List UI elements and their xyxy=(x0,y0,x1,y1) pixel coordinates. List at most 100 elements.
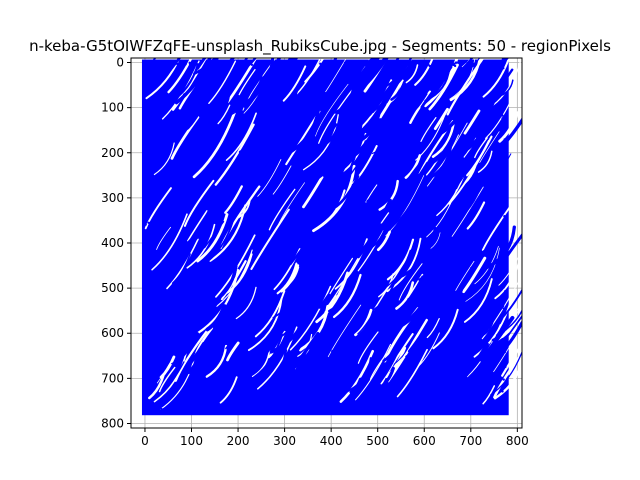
gap-stroke xyxy=(429,232,441,250)
data-point xyxy=(324,61,327,64)
data-stroke xyxy=(229,85,251,115)
gap-stroke xyxy=(455,260,475,291)
data-point xyxy=(433,61,436,64)
data-stroke xyxy=(495,288,522,325)
data-stroke xyxy=(333,86,355,114)
data-point xyxy=(502,200,505,203)
data-stroke xyxy=(393,336,415,365)
data-point xyxy=(376,61,379,64)
gap-stroke xyxy=(272,165,292,195)
data-point xyxy=(236,64,240,67)
data-stroke xyxy=(185,110,201,130)
data-stroke xyxy=(238,108,273,154)
data-point xyxy=(146,211,150,214)
data-point xyxy=(147,307,150,311)
data-stroke xyxy=(262,238,287,271)
gap-stroke xyxy=(220,260,247,301)
data-point xyxy=(177,408,180,412)
data-point xyxy=(337,63,340,66)
data-point xyxy=(212,63,215,66)
data-stroke xyxy=(494,314,522,354)
data-point xyxy=(501,117,504,120)
y-tick-label: 100 xyxy=(101,101,124,115)
data-point xyxy=(146,145,149,148)
data-point xyxy=(147,91,150,94)
gap-stroke xyxy=(405,64,419,84)
gap-stroke xyxy=(463,109,481,135)
data-stroke xyxy=(263,256,281,278)
data-stroke xyxy=(243,58,281,108)
data-stroke xyxy=(477,58,506,92)
data-stroke xyxy=(445,70,462,92)
data-stroke xyxy=(373,297,410,347)
data-stroke xyxy=(405,99,442,148)
data-stroke xyxy=(174,58,212,105)
data-stroke xyxy=(361,348,400,401)
data-point xyxy=(418,410,422,413)
gap-stroke xyxy=(278,182,305,224)
gap-stroke xyxy=(482,58,511,98)
data-point xyxy=(145,241,148,245)
data-point xyxy=(504,195,507,198)
data-point xyxy=(144,173,147,176)
gap-stroke xyxy=(378,179,399,211)
gap-stroke xyxy=(449,58,482,102)
data-stroke xyxy=(159,361,185,395)
gap-stroke xyxy=(493,336,516,373)
gap-stroke xyxy=(432,308,459,350)
data-stroke xyxy=(373,278,397,311)
data-stroke xyxy=(407,336,422,353)
x-axis: 0 100 200 300 400 500 600 700 800 xyxy=(141,428,529,448)
gap-stroke xyxy=(466,135,493,177)
data-point xyxy=(364,62,367,65)
data-stroke xyxy=(394,159,411,180)
data-stroke xyxy=(424,144,453,181)
data-point xyxy=(144,275,147,278)
data-stroke xyxy=(247,348,288,403)
data-point xyxy=(386,63,390,66)
data-stroke xyxy=(406,354,434,392)
gap-stroke xyxy=(479,131,500,163)
gap-stroke xyxy=(461,58,472,68)
data-point xyxy=(503,358,506,362)
data-point xyxy=(498,64,502,67)
gap-stroke xyxy=(428,63,459,111)
data-stroke xyxy=(289,234,313,266)
gap-stroke xyxy=(501,341,522,377)
data-point xyxy=(496,61,499,64)
data-stroke xyxy=(317,148,358,204)
data-point xyxy=(503,216,506,219)
x-tick-label: 100 xyxy=(180,434,203,448)
gap-stroke xyxy=(192,111,236,179)
data-point xyxy=(167,410,171,414)
data-point xyxy=(217,408,221,412)
data-stroke xyxy=(400,275,440,327)
gap-stroke xyxy=(286,266,300,287)
data-point xyxy=(504,403,507,406)
x-tick-label: 0 xyxy=(141,434,149,448)
data-point xyxy=(147,102,150,105)
data-point xyxy=(460,410,463,414)
data-point xyxy=(503,85,506,88)
data-stroke xyxy=(299,130,314,149)
data-point xyxy=(238,62,241,65)
data-point xyxy=(227,63,231,67)
data-stroke xyxy=(292,329,327,376)
data-point xyxy=(272,61,275,64)
data-point xyxy=(466,61,469,65)
data-point xyxy=(182,63,185,66)
data-stroke xyxy=(355,90,381,125)
data-point xyxy=(147,354,150,357)
data-stroke xyxy=(488,153,512,185)
data-point xyxy=(464,410,467,413)
data-stroke xyxy=(270,83,310,137)
data-point xyxy=(502,61,505,64)
data-point xyxy=(322,62,325,66)
data-point xyxy=(503,350,506,354)
data-point xyxy=(162,63,166,66)
data-point xyxy=(503,341,506,344)
data-point xyxy=(424,63,427,67)
data-point xyxy=(195,63,198,66)
gap-stroke xyxy=(409,90,432,124)
gap-stroke xyxy=(145,58,181,100)
